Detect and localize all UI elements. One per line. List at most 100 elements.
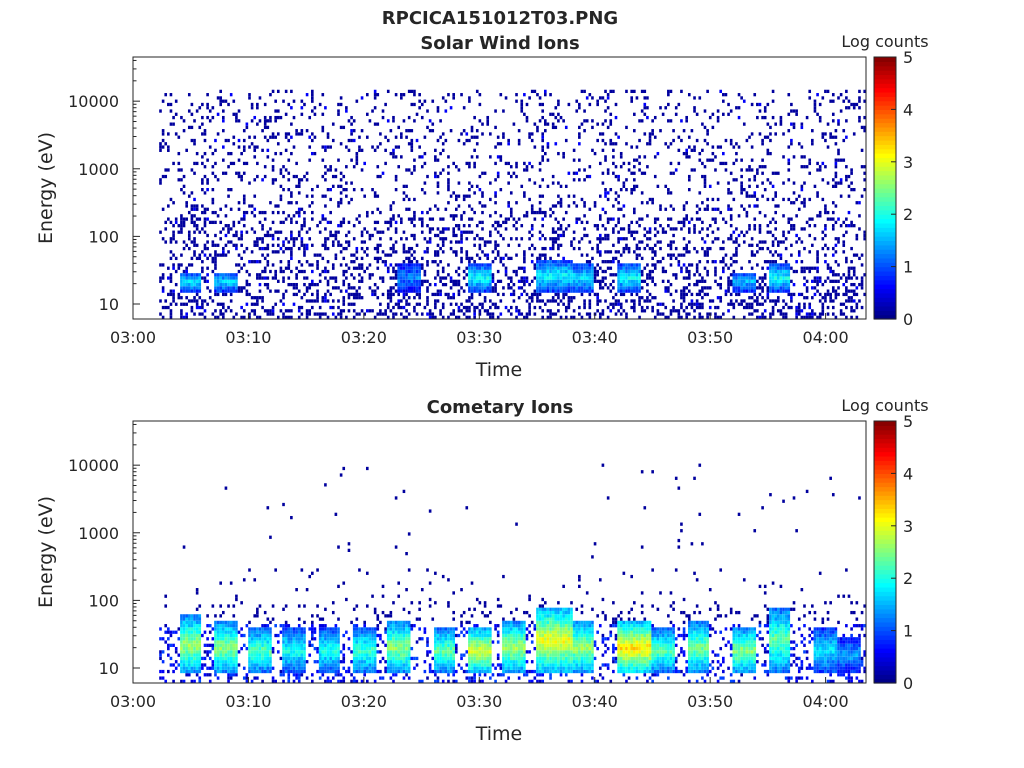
heatmap-cell xyxy=(845,217,848,221)
heatmap-cell xyxy=(313,135,317,139)
heatmap-cell xyxy=(604,210,607,215)
heatmap-cell xyxy=(211,604,215,608)
heatmap-cell xyxy=(350,122,353,126)
heatmap-cell xyxy=(232,604,236,608)
heatmap-cell xyxy=(468,315,471,319)
heatmap-cell xyxy=(473,276,476,280)
heatmap-cell xyxy=(455,269,458,274)
heatmap-cell xyxy=(528,230,531,234)
heatmap-cell xyxy=(706,142,709,146)
heatmap-cell xyxy=(447,178,450,182)
heatmap-cell xyxy=(489,263,492,267)
heatmap-cell xyxy=(617,174,620,179)
heatmap-cell xyxy=(352,129,356,133)
heatmap-cell xyxy=(834,135,838,139)
heatmap-cell xyxy=(533,181,537,185)
heatmap-cell xyxy=(509,210,513,215)
heatmap-cell xyxy=(190,660,194,664)
heatmap-cell xyxy=(195,243,199,247)
heatmap-cell xyxy=(549,279,552,283)
heatmap-cell xyxy=(169,250,173,254)
heatmap-cell xyxy=(792,201,796,205)
heatmap-cell xyxy=(397,273,401,277)
heatmap-cell xyxy=(449,312,453,316)
heatmap-cell xyxy=(494,246,497,251)
heatmap-cell xyxy=(701,296,704,300)
heatmap-cell xyxy=(609,282,613,287)
colorbar-segment xyxy=(874,218,896,224)
heatmap-cell xyxy=(614,191,618,195)
heatmap-cell xyxy=(240,315,243,319)
heatmap-cell xyxy=(235,279,238,283)
heatmap-cell xyxy=(756,102,759,107)
heatmap-cell xyxy=(690,263,694,267)
heatmap-cell xyxy=(776,276,780,280)
heatmap-cell xyxy=(394,174,398,179)
heatmap-cell xyxy=(858,201,861,205)
heatmap-cell xyxy=(727,102,730,107)
heatmap-cell xyxy=(470,296,474,300)
heatmap-cell xyxy=(530,207,534,211)
heatmap-cell xyxy=(578,102,581,107)
heatmap-cell xyxy=(232,643,236,647)
heatmap-cell xyxy=(729,279,733,283)
heatmap-cell xyxy=(829,266,832,270)
heatmap-cell xyxy=(598,253,602,257)
heatmap-cell xyxy=(831,178,835,182)
heatmap-cell xyxy=(352,296,356,300)
heatmap-cell xyxy=(813,237,817,241)
heatmap-cell xyxy=(195,669,199,674)
heatmap-cell xyxy=(651,296,654,300)
heatmap-cell xyxy=(774,269,777,274)
heatmap-cell xyxy=(661,227,665,231)
heatmap-cell xyxy=(795,109,798,113)
heatmap-cell xyxy=(758,132,762,136)
heatmap-cell xyxy=(831,99,835,103)
heatmap-cell xyxy=(311,217,314,221)
heatmap-cell xyxy=(517,279,521,283)
heatmap-cell xyxy=(706,132,709,136)
heatmap-cell xyxy=(719,145,723,149)
heatmap-cell xyxy=(206,188,209,192)
heatmap-cell xyxy=(625,125,628,130)
heatmap-cell xyxy=(753,309,757,313)
heatmap-cell xyxy=(667,315,670,319)
heatmap-cell xyxy=(190,299,194,303)
heatmap-cell xyxy=(617,276,620,280)
heatmap-cell xyxy=(544,273,547,277)
heatmap-cell xyxy=(373,122,377,126)
heatmap-cell xyxy=(483,282,487,287)
heatmap-cell xyxy=(415,292,419,297)
heatmap-cell xyxy=(776,204,780,208)
heatmap-cell xyxy=(740,302,743,306)
heatmap-cell xyxy=(311,138,314,143)
heatmap-cell xyxy=(258,315,262,319)
heatmap-cell xyxy=(436,184,440,188)
heatmap-cell xyxy=(839,309,843,313)
heatmap-cell xyxy=(365,230,369,234)
heatmap-cell xyxy=(703,266,707,270)
heatmap-cell xyxy=(271,312,275,316)
heatmap-cell xyxy=(596,302,599,306)
heatmap-cell xyxy=(714,168,717,172)
heatmap-cell xyxy=(842,282,846,287)
heatmap-cell xyxy=(402,191,406,195)
heatmap-cell xyxy=(863,165,866,169)
heatmap-cell xyxy=(195,673,199,677)
heatmap-cell xyxy=(195,646,199,651)
heatmap-cell xyxy=(347,148,351,152)
heatmap-cell xyxy=(185,315,188,319)
heatmap-cell xyxy=(284,135,288,139)
heatmap-cell xyxy=(750,279,754,283)
heatmap-cell xyxy=(287,282,291,287)
heatmap-cell xyxy=(756,299,759,303)
heatmap-cell xyxy=(214,289,217,293)
heatmap-cell xyxy=(305,194,309,198)
heatmap-cell xyxy=(795,309,798,313)
heatmap-cell xyxy=(206,233,209,238)
heatmap-cell xyxy=(201,656,204,661)
heatmap-cell xyxy=(363,161,366,166)
heatmap-cell xyxy=(180,620,183,625)
heatmap-cell xyxy=(523,269,526,274)
heatmap-cell xyxy=(787,289,791,293)
